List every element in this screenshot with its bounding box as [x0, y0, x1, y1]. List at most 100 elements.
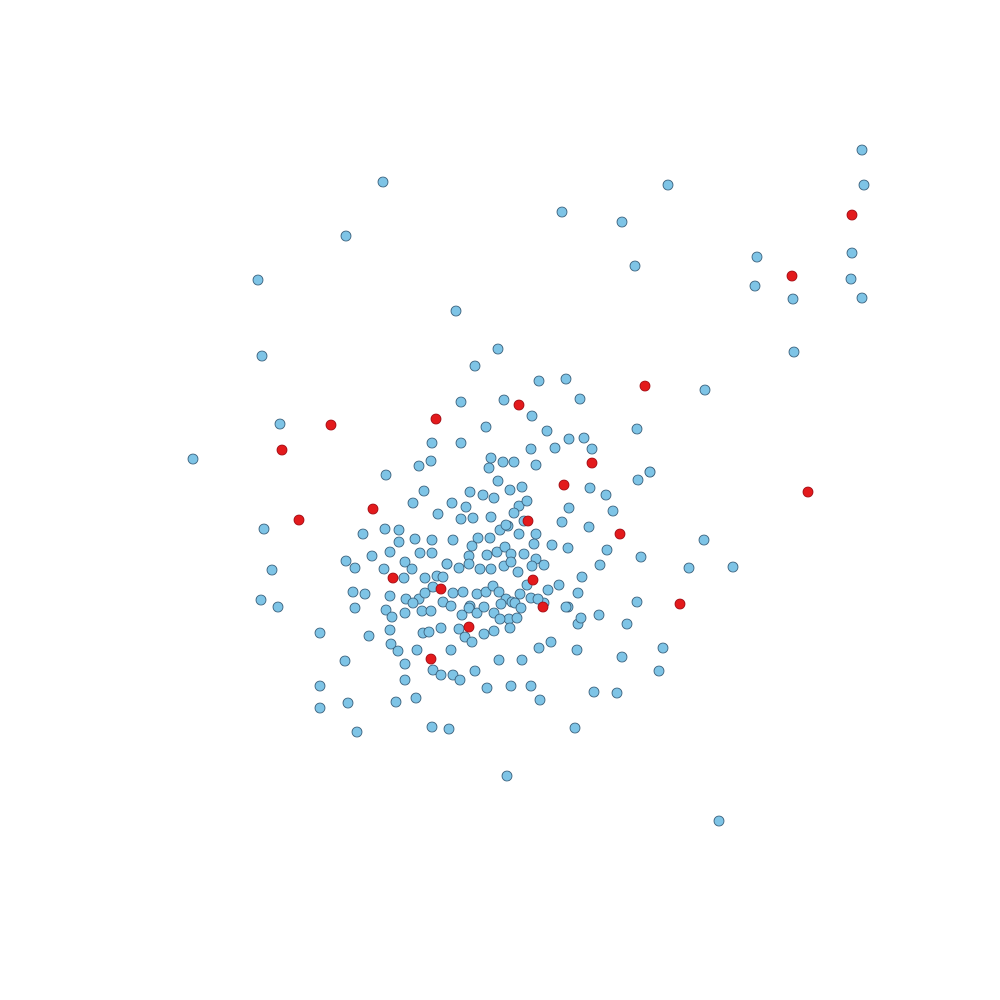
data-point: [856, 292, 868, 304]
data-point: [621, 618, 633, 630]
data-point: [384, 590, 396, 602]
data-point: [802, 486, 814, 498]
data-point: [508, 507, 520, 519]
data-point: [616, 216, 628, 228]
data-point: [407, 497, 419, 509]
data-point: [521, 495, 533, 507]
data-point: [545, 636, 557, 648]
data-point: [463, 602, 475, 614]
data-point: [698, 534, 710, 546]
data-point: [505, 680, 517, 692]
data-point: [457, 586, 469, 598]
data-point: [611, 687, 623, 699]
data-point: [563, 502, 575, 514]
data-point: [574, 393, 586, 405]
data-point: [483, 462, 495, 474]
data-point: [325, 419, 337, 431]
data-point: [481, 682, 493, 694]
data-point: [472, 532, 484, 544]
data-point: [455, 513, 467, 525]
data-point: [485, 563, 497, 575]
data-point: [498, 394, 510, 406]
data-point: [409, 533, 421, 545]
data-point: [513, 399, 525, 411]
data-point: [384, 546, 396, 558]
data-point: [453, 562, 465, 574]
data-point: [418, 485, 430, 497]
data-point: [560, 373, 572, 385]
data-point: [515, 602, 527, 614]
data-point: [499, 541, 511, 553]
data-point: [384, 624, 396, 636]
data-point: [314, 680, 326, 692]
data-point: [632, 474, 644, 486]
data-point: [586, 443, 598, 455]
data-point: [435, 669, 447, 681]
data-point: [447, 534, 459, 546]
data-point: [426, 721, 438, 733]
data-point: [541, 425, 553, 437]
data-point: [385, 638, 397, 650]
data-point: [513, 528, 525, 540]
data-point: [594, 559, 606, 571]
data-point: [534, 694, 546, 706]
data-point: [419, 572, 431, 584]
data-point: [258, 523, 270, 535]
data-point: [349, 602, 361, 614]
data-point: [363, 630, 375, 642]
data-point: [357, 528, 369, 540]
data-point: [586, 457, 598, 469]
data-point: [416, 605, 428, 617]
data-point: [556, 516, 568, 528]
data-point: [493, 654, 505, 666]
data-point: [454, 674, 466, 686]
data-point: [683, 562, 695, 574]
data-point: [607, 505, 619, 517]
data-point: [481, 549, 493, 561]
data-point: [456, 609, 468, 621]
data-point: [484, 532, 496, 544]
data-point: [528, 538, 540, 550]
data-point: [601, 544, 613, 556]
data-point: [787, 293, 799, 305]
data-point: [537, 601, 549, 613]
data-point: [377, 176, 389, 188]
data-point: [314, 627, 326, 639]
data-point: [530, 528, 542, 540]
data-point: [500, 519, 512, 531]
data-point: [455, 396, 467, 408]
data-point: [466, 540, 478, 552]
data-point: [426, 437, 438, 449]
data-point: [727, 561, 739, 573]
data-point: [378, 563, 390, 575]
data-point: [425, 455, 437, 467]
data-point: [504, 484, 516, 496]
data-point: [435, 583, 447, 595]
data-point: [511, 612, 523, 624]
data-point: [662, 179, 674, 191]
data-point: [497, 456, 509, 468]
data-point: [469, 665, 481, 677]
data-point: [480, 586, 492, 598]
data-point: [272, 601, 284, 613]
data-point: [274, 418, 286, 430]
data-point: [516, 481, 528, 493]
data-point: [342, 697, 354, 709]
data-point: [414, 547, 426, 559]
data-point: [514, 588, 526, 600]
data-point: [639, 380, 651, 392]
data-point: [443, 723, 455, 735]
data-point: [467, 512, 479, 524]
data-point: [530, 459, 542, 471]
data-point: [276, 444, 288, 456]
data-point: [563, 433, 575, 445]
data-point: [469, 360, 481, 372]
data-point: [858, 179, 870, 191]
data-point: [749, 280, 761, 292]
data-point: [359, 588, 371, 600]
data-point: [410, 692, 422, 704]
data-point: [495, 598, 507, 610]
data-point: [426, 547, 438, 559]
data-point: [349, 562, 361, 574]
data-point: [533, 642, 545, 654]
